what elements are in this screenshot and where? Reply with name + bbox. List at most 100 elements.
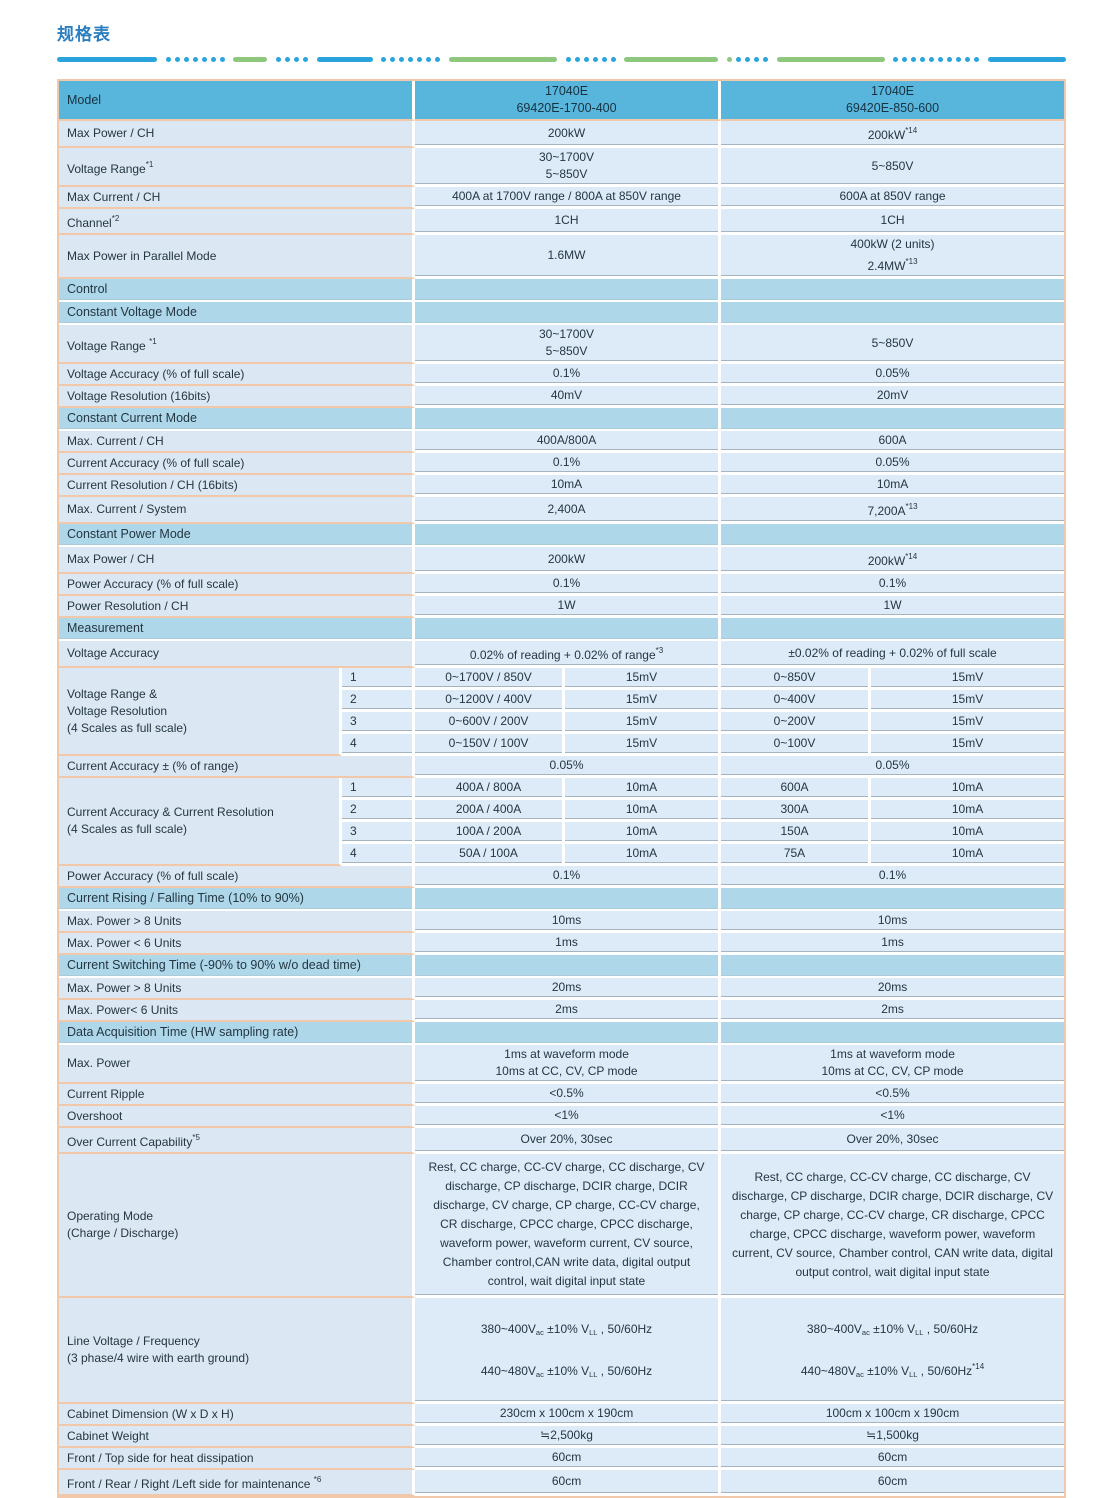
value-cell: 0.1% [415,364,722,386]
value-cell: 0.02% of reading + 0.02% of range*3 [415,641,722,668]
value-cell: 1ms at waveform mode 10ms at CC, CV, CP … [415,1045,722,1084]
divider-dash [57,56,157,62]
value-cell: 15mV [565,690,722,712]
row-label: Current Accuracy (% of full scale) [59,453,416,475]
section-cell [721,1022,1065,1045]
scale-index: 2 [342,800,416,822]
table-row: Line Voltage / Frequency (3 phase/4 wire… [59,1298,1065,1404]
value-cell: 5~850V [721,325,1065,364]
value-cell: Over 20%, 30sec [415,1128,722,1154]
table-row: Cabinet Dimension (W x D x H) 230cm x 10… [59,1404,1065,1426]
value-cell: 300A [721,800,872,822]
row-label: Operating Mode (Charge / Discharge) [59,1154,416,1298]
value-cell: 0~150V / 100V [415,734,566,756]
section-row: Data Acquisition Time (HW sampling rate) [59,1022,1065,1045]
scale-index: 3 [342,712,416,734]
value-cell: 0.1% [721,574,1065,596]
row-label: Channel*2 [59,209,416,235]
row-label: Voltage Accuracy (% of full scale) [59,364,416,386]
value-cell: 200kW*14 [721,547,1065,574]
section-row: Control [59,279,1065,302]
table-row: Front / Rear / Right /Left side for main… [59,1470,1065,1496]
section-label: Current Rising / Falling Time (10% to 90… [59,888,416,911]
value-cell: 10mA [565,800,722,822]
row-label: Current Accuracy ± (% of range) [59,756,416,778]
row-label: Current Resolution / CH (16bits) [59,475,416,497]
value-cell: 400A/800A [415,431,722,453]
value-cell: 1ms [721,933,1065,955]
value-cell: 0~100V [721,734,872,756]
value-cell: <1% [415,1106,722,1128]
scale-index: 4 [342,734,416,756]
table-row: Voltage Resolution (16bits) 40mV 20mV [59,386,1065,408]
divider-dots [165,56,225,62]
divider-dash [316,56,373,62]
divider-dots [275,56,308,62]
header-model-label: Model [59,81,416,121]
row-label: Current Ripple [59,1084,416,1106]
value-cell: 15mV [565,668,722,690]
row-label: Max. Power [59,1045,416,1084]
value-cell: 600A at 850V range [721,187,1065,209]
value-cell: 380~400Vac ±10% VLL , 50/60Hz 440~480Vac… [415,1298,722,1404]
table-header-row: Model 17040E 69420E-1700-400 17040E 6942… [59,81,1065,121]
value-cell: 15mV [871,690,1065,712]
section-label: Constant Current Mode [59,408,416,431]
divider-dash [624,56,719,62]
row-label: Cabinet Weight [59,1426,416,1448]
row-label: Max. Power > 8 Units [59,911,416,933]
value-cell: 0.05% [721,756,1065,778]
footnote-sup: *5 [192,1133,200,1142]
value-cell: 15mV [871,712,1065,734]
table-row: 4 0~150V / 100V 15mV 0~100V 15mV [59,734,1065,756]
table-row: 3 100A / 200A 10mA 150A 10mA [59,822,1065,844]
table-row: Max. Current / CH 400A/800A 600A [59,431,1065,453]
value-cell: 30~1700V 5~850V [415,325,722,364]
table-row: Max. Power 1ms at waveform mode 10ms at … [59,1045,1065,1084]
table-row: Overshoot <1% <1% [59,1106,1065,1128]
section-cell [415,524,722,547]
table-row: Max Current / CH 400A at 1700V range / 8… [59,187,1065,209]
value-cell: 1.6MW [415,235,722,279]
footnote-sup: *13 [905,257,918,266]
table-row: Max. Power< 6 Units 2ms 2ms [59,1000,1065,1022]
value-cell: 230cm x 100cm x 190cm [415,1404,722,1426]
value-cell: 10ms [415,911,722,933]
value-cell: 150A [721,822,872,844]
value-cell: 200kW [415,547,722,574]
table-row: Max Power / CH 200kW 200kW*14 [59,547,1065,574]
value-cell: <0.5% [721,1084,1065,1106]
section-label: Current Switching Time (-90% to 90% w/o … [59,955,416,978]
footnote-sup: *3 [655,646,664,655]
row-label: Max. Power > 8 Units [59,978,416,1000]
scale-index: 1 [342,778,416,800]
value-cell: 0~1200V / 400V [415,690,566,712]
value-cell: 0.05% [721,453,1065,475]
value-cell: 0.05% [721,364,1065,386]
footnote-sup: *2 [111,214,120,223]
value-cell: 400A / 800A [415,778,566,800]
value-cell: 2,400A [415,497,722,524]
row-label: Front / Top side for heat dissipation [59,1448,416,1470]
section-cell [721,618,1065,641]
table-row: Power Accuracy (% of full scale) 0.1% 0.… [59,574,1065,596]
table-row: Current Accuracy & Current Resolution (4… [59,778,1065,866]
value-cell: 10mA [871,822,1065,844]
table-row: Max. Power > 8 Units 10ms 10ms [59,911,1065,933]
section-row: Measurement [59,618,1065,641]
row-label: Voltage Resolution (16bits) [59,386,416,408]
row-label: Front / Rear / Right /Left side for main… [59,1470,416,1496]
value-cell: 60cm [721,1448,1065,1470]
value-cell: 20ms [415,978,722,1000]
spec-table-wrapper: Model 17040E 69420E-1700-400 17040E 6942… [57,79,1066,1498]
value-cell: Rest, CC charge, CC-CV charge, CC discha… [721,1154,1065,1298]
value-cell: 60cm [721,1470,1065,1496]
value-cell: 0.1% [721,866,1065,888]
table-row: Current Resolution / CH (16bits) 10mA 10… [59,475,1065,497]
table-row: Front / Top side for heat dissipation 60… [59,1448,1065,1470]
value-cell: 0.05% [415,756,722,778]
table-row: Max Power / CH 200kW 200kW*14 [59,121,1065,148]
divider-dots [726,56,768,62]
header-model-col1: 17040E 69420E-1700-400 [415,81,722,121]
row-label: Power Accuracy (% of full scale) [59,574,416,596]
